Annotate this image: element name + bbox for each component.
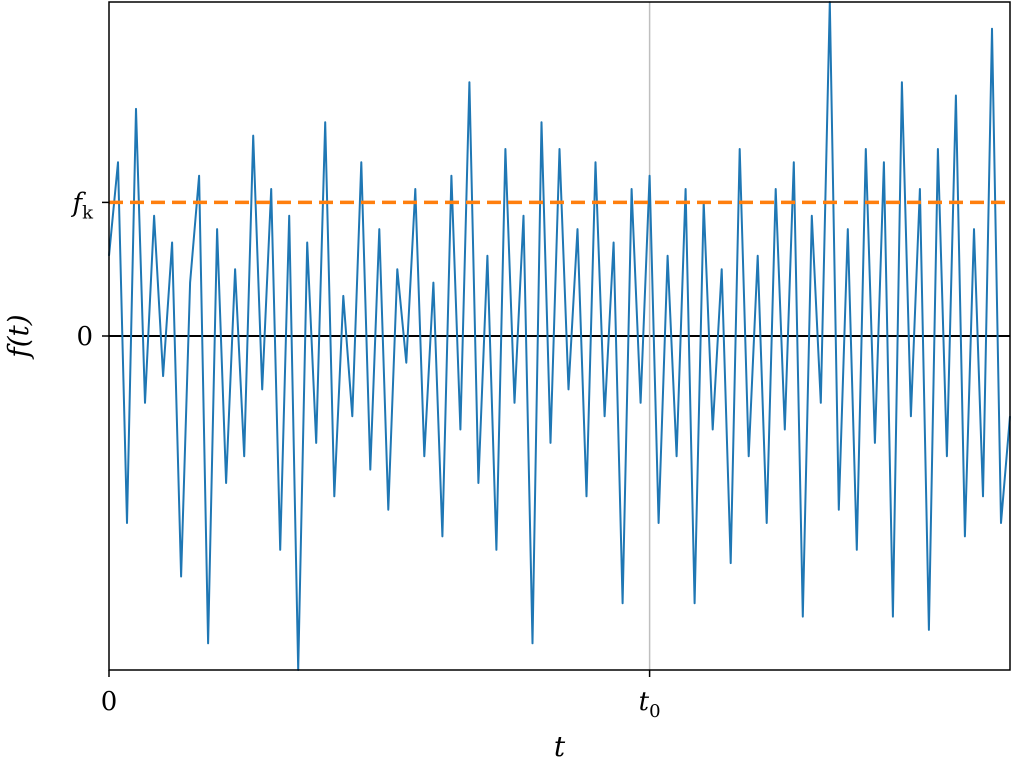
y-tick-label-0: 0 bbox=[76, 322, 93, 352]
series-layer bbox=[108, 1, 1011, 671]
reference-lines bbox=[109, 2, 1010, 670]
series-line-0 bbox=[108, 1, 1011, 671]
x-axis-label: t bbox=[554, 730, 566, 762]
x-tick-label-1: t0 bbox=[639, 687, 661, 722]
y-tick-label-1: fk bbox=[70, 188, 94, 223]
y-axis-label: f(t) bbox=[2, 314, 35, 359]
ticks: 0 t0 0 fk bbox=[70, 188, 660, 722]
x-tick-label-0: 0 bbox=[101, 687, 118, 717]
